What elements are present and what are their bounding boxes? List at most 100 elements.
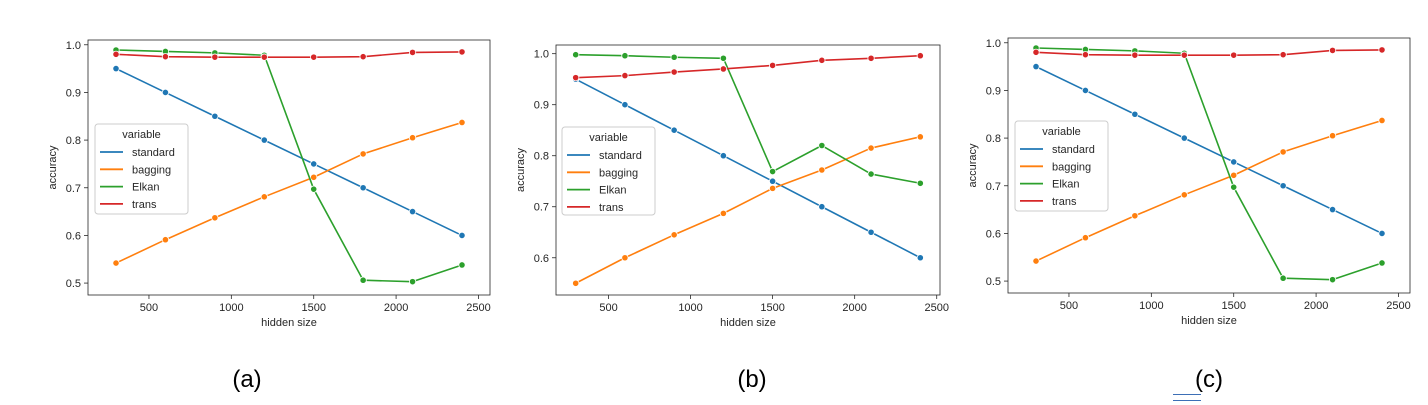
legend-label-bagging: bagging [1052,161,1091,173]
data-point-trans [1131,51,1139,59]
data-point-standard [1328,205,1337,214]
data-point-trans [1279,51,1287,59]
data-point-standard [310,160,318,168]
data-point-trans [211,53,219,61]
series-line-standard [1035,65,1383,235]
caption-a: (a) [232,366,262,393]
data-point-bagging [211,214,219,222]
legend-box [561,126,656,216]
data-point-standard [112,64,120,73]
y-tick-label: 0.6 [66,230,81,242]
series-line-trans [115,51,462,58]
legend-title: variable [1042,126,1081,138]
data-point-Elkan [310,185,318,193]
data-point-bagging [310,173,318,181]
x-tick-label: 1500 [1221,300,1245,312]
data-point-bagging [1230,171,1238,179]
data-point-trans [161,53,170,61]
x-tick-label: 2000 [842,302,866,314]
data-point-standard [621,101,629,109]
data-point-standard [769,177,777,185]
data-point-bagging [1180,191,1188,199]
legend-label-trans: trans [132,199,157,211]
series-line-trans [575,54,921,79]
legend-label-trans: trans [1052,196,1077,208]
data-point-trans [719,65,727,73]
data-point-trans [359,53,367,61]
data-point-bagging [112,259,120,267]
data-point-trans [621,72,629,80]
series-line-standard [115,67,463,237]
y-tick-label: 0.8 [66,135,81,147]
y-tick-label: 1.0 [986,38,1001,50]
data-point-standard [359,184,367,192]
data-point-bagging [260,193,268,201]
caption-b: (b) [737,366,767,393]
data-point-standard [916,254,924,262]
data-point-standard [1131,110,1139,118]
data-point-trans [670,68,678,76]
legend-label-Elkan: Elkan [599,185,627,197]
plot-frame [87,39,491,296]
x-tick-label: 1000 [678,302,702,314]
data-point-trans [916,52,924,60]
data-point-Elkan [719,54,727,62]
legend-label-trans: trans [599,202,624,214]
series-line-Elkan [1035,47,1383,281]
series-line-Elkan [115,49,463,283]
data-point-trans [310,53,318,61]
legend-title: variable [122,129,161,141]
x-tick-label: 500 [1060,300,1078,312]
data-point-bagging [408,134,417,142]
data-point-trans [458,48,466,56]
data-point-bagging [1279,148,1287,156]
chart-panel-2: 500 1000 1500 2000 2500 0.5 0.6 0.7 0.8 0.9 1.0 hid… [967,37,1411,327]
caption-c: (c) [1195,366,1223,393]
data-point-Elkan [670,53,678,61]
y-tick-label: 0.5 [986,276,1001,288]
y-tick-label: 0.6 [534,253,549,265]
x-axis-label: hidden size [1181,315,1237,327]
data-point-bagging [867,144,875,152]
data-point-bagging [1378,116,1386,125]
legend: variable standard bagging Elkan trans [561,126,656,216]
data-point-standard [719,152,727,160]
data-point-standard [1230,158,1238,166]
data-point-trans [1230,51,1238,59]
series-line-bagging [115,121,463,264]
data-point-Elkan [916,179,924,187]
data-point-bagging [572,279,580,287]
x-tick-label: 2000 [1304,300,1328,312]
data-point-standard [1032,62,1040,71]
data-point-standard [818,203,826,211]
x-tick-label: 2000 [384,302,408,314]
x-tick-label: 1500 [760,302,784,314]
data-point-bagging [769,184,777,192]
y-tick-label: 0.5 [66,278,81,290]
data-point-bagging [458,118,466,127]
data-point-standard [670,126,678,134]
data-point-trans [112,50,120,58]
y-tick-label: 0.8 [534,151,549,163]
y-tick-label: 0.8 [986,133,1001,145]
data-point-trans [572,74,580,82]
legend-label-standard: standard [132,147,175,159]
data-point-Elkan [1328,276,1337,284]
data-point-trans [1328,46,1337,54]
data-point-bagging [1081,234,1090,242]
y-axis-label: accuracy [47,145,59,190]
plot-frame [1007,37,1411,294]
x-tick-label: 1000 [1139,300,1163,312]
legend-box [94,123,189,215]
data-point-standard [1180,134,1188,142]
data-point-standard [161,88,170,97]
data-point-Elkan [1230,183,1238,191]
legend-title: variable [589,132,628,144]
x-tick-label: 500 [599,302,617,314]
data-point-bagging [161,236,170,244]
y-tick-label: 0.9 [986,85,1001,97]
data-point-trans [1378,46,1386,54]
x-tick-label: 2500 [1386,300,1410,312]
data-point-trans [769,61,777,70]
